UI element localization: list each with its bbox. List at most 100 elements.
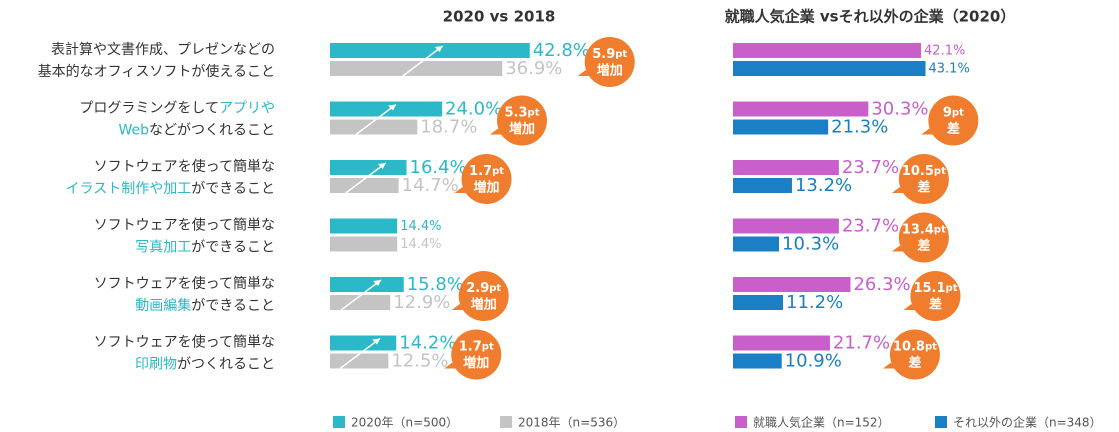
category-label-part: ソフトウェアを使って簡単な [94,275,275,292]
chart-title: 就職人気企業 vsそれ以外の企業（2020） [725,8,1016,26]
badge [928,95,979,146]
badge-value: 5.3pt [505,105,540,120]
badge-number: 10.5 [902,164,934,179]
bar [330,178,399,193]
category-label: 表計算や文書作成、プレゼンなどの [51,42,275,58]
value-label: 15.8% [407,274,464,295]
arrow-head [373,280,382,286]
badge-label: 差 [947,121,960,137]
bar [330,61,503,76]
arrow-head [387,104,396,111]
category-label-part: ソフトウェアを使って簡単な [94,158,275,175]
arrow-head [434,46,443,52]
badge-unit: pt [946,283,958,294]
badge-unit: pt [615,49,627,60]
arrow [402,45,444,77]
legend-label: 2020年（n=500） [351,416,458,430]
category-label-part: 動画編集 [135,297,191,314]
category-label: Webなどがつくれること [118,123,275,139]
arrow-head [372,338,381,345]
category-label: 印刷物がつくれること [135,357,275,373]
badge-unit: pt [925,342,937,353]
bar [733,61,926,76]
category-label-part: 写真加工 [135,240,191,256]
legend-label: 2018年（n=536） [518,416,625,430]
category-label-part: ソフトウェアを使って簡単な [94,217,275,234]
value-label: 14.4% [400,237,441,252]
badge-value: 2.9pt [466,281,501,296]
bar [733,160,839,175]
value-label: 36.9% [505,58,562,79]
value-label: 30.3% [871,99,928,120]
badge [497,95,547,146]
badge-number: 5.3 [505,105,528,120]
bar [330,335,397,351]
badge-label: 差 [908,355,921,371]
bar [733,295,784,310]
badge-number: 1.7 [459,339,482,354]
badge-label: 増加 [474,180,500,196]
value-label: 14.7% [402,175,459,196]
bar [733,178,792,193]
value-label: 12.5% [391,351,448,372]
chart-title: 2020 vs 2018 [443,8,556,26]
value-label: 18.7% [420,117,477,138]
category-label-part: がつくれること [177,357,275,373]
value-label: 13.2% [795,175,852,196]
value-label: 10.3% [782,234,839,255]
badge-number: 1.7 [469,164,492,179]
bar [733,277,851,292]
badge [584,37,635,87]
bar [330,236,398,252]
category-label: ソフトウェアを使って簡単な [94,275,275,292]
bar [330,218,398,234]
badge-value: 9pt [943,105,964,120]
badge-label: 差 [917,238,930,254]
value-label: 16.4% [410,157,467,178]
badge-unit: pt [528,108,540,119]
badge-value: 10.8pt [893,339,937,354]
value-label: 26.3% [853,274,910,295]
value-label: 43.1% [929,62,970,77]
value-label: 11.2% [786,292,843,313]
badge-unit: pt [934,166,946,177]
legend-label: 就職人気企業（n=152） [753,415,890,430]
bar [733,236,780,252]
category-label-part: ソフトウェアを使って簡単な [94,334,275,351]
legend-swatch [500,416,512,428]
badge-unit: pt [934,225,946,236]
category-label-part: アプリや [219,101,275,117]
bar [733,353,782,369]
category-label-part: 表計算や文書作成、プレゼンなどの [51,42,275,58]
bar [330,101,442,117]
legend-swatch [935,416,947,428]
badge-unit: pt [489,283,501,294]
category-label: 動画編集ができること [135,297,275,314]
badge-number: 13.4 [902,222,934,237]
badge [898,212,949,263]
badge-value: 1.7pt [469,164,504,179]
badge-unit: pt [482,342,494,353]
badge-value: 1.7pt [459,339,494,354]
value-label: 21.3% [831,117,888,138]
category-label: ソフトウェアを使って簡単な [94,158,275,175]
bar [330,43,530,58]
category-label-part: プログラミングをして [79,101,219,117]
legend-swatch [735,416,747,428]
category-label-part: などがつくれること [149,123,275,139]
bar [330,119,418,135]
badge-number: 5.9 [592,47,615,62]
badge-label: 増加 [597,63,623,79]
value-label: 21.7% [833,333,890,354]
badge [458,271,509,321]
badge-value: 10.5pt [902,164,946,179]
legend-swatch [333,416,345,428]
category-label: 基本的なオフィスソフトが使えること [38,63,275,80]
bar [733,335,830,351]
bar [733,119,829,135]
value-label: 23.7% [842,216,899,237]
bar [330,295,391,310]
category-label-part: ができること [191,240,275,256]
value-label: 14.4% [400,219,441,234]
category-label: イラスト制作や加工ができること [66,181,275,197]
